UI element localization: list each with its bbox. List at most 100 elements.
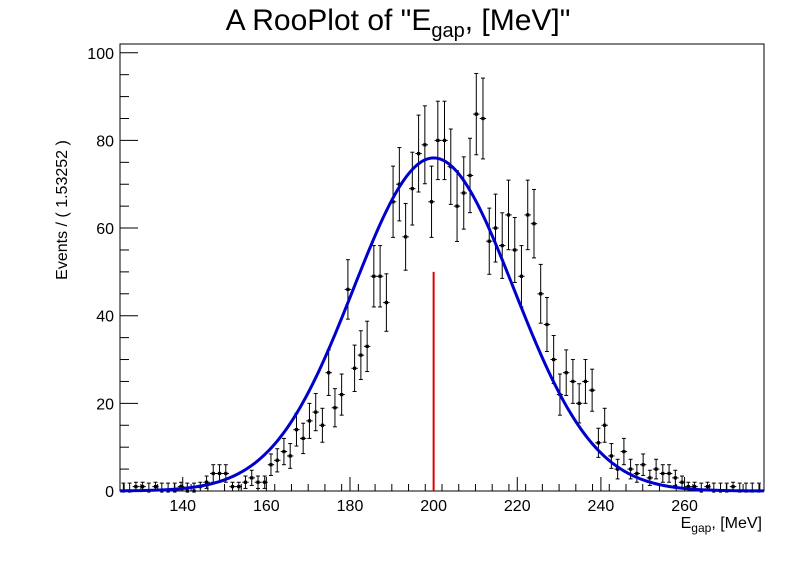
data-point <box>511 216 518 283</box>
x-tick-label: 200 <box>420 498 447 515</box>
data-point <box>562 349 570 396</box>
x-axis-label: Egap, [MeV] <box>681 515 762 535</box>
data-point <box>479 77 487 160</box>
data-marker <box>577 401 581 405</box>
data-point <box>530 188 538 259</box>
data-point <box>588 368 596 412</box>
data-point <box>659 464 667 483</box>
data-point <box>453 170 461 242</box>
data-marker <box>500 243 504 248</box>
data-marker <box>526 213 530 217</box>
data-point <box>543 296 551 352</box>
data-marker <box>661 471 665 476</box>
data-point <box>672 469 679 486</box>
data-marker <box>282 449 286 454</box>
data-point <box>415 114 422 193</box>
data-marker <box>493 226 498 230</box>
data-point <box>376 245 384 308</box>
data-point <box>280 437 288 466</box>
data-marker <box>641 463 645 467</box>
data-point <box>261 475 268 489</box>
y-tick-label: 20 <box>96 396 114 413</box>
data-point <box>608 443 615 469</box>
y-tick-label: 40 <box>96 309 114 326</box>
data-marker <box>307 419 312 423</box>
data-marker <box>616 467 620 471</box>
data-point <box>499 212 506 279</box>
data-marker <box>539 292 543 296</box>
data-marker <box>654 467 658 471</box>
data-point <box>665 464 673 483</box>
data-marker <box>648 476 652 480</box>
fit-curve-layer <box>119 156 765 493</box>
data-marker <box>564 371 568 375</box>
data-marker <box>705 485 710 489</box>
data-marker <box>384 300 388 305</box>
data-marker <box>506 213 511 217</box>
data-marker <box>429 200 434 204</box>
data-point <box>505 179 512 251</box>
y-tick-label: 60 <box>96 221 114 238</box>
tick-labels: 140 160 180 200 220 240 260 0 20 40 60 80 100 <box>87 46 698 515</box>
data-marker <box>629 467 633 471</box>
data-marker <box>217 471 222 476</box>
x-tick-label: 240 <box>588 498 615 515</box>
data-point <box>254 475 262 489</box>
data-marker <box>410 187 414 191</box>
data-point <box>363 320 371 373</box>
data-marker <box>468 173 472 178</box>
data-point <box>428 165 435 238</box>
data-point <box>177 481 185 492</box>
data-point <box>575 383 583 424</box>
data-marker <box>185 489 189 493</box>
data-point <box>267 453 275 476</box>
data-marker <box>519 274 524 278</box>
data-point <box>344 259 352 320</box>
data-marker <box>622 449 626 454</box>
data-point <box>229 481 236 492</box>
data-marker <box>314 410 318 414</box>
data-point <box>633 464 641 483</box>
data-point <box>460 156 467 230</box>
data-marker <box>462 191 466 195</box>
data-marker <box>275 458 279 462</box>
data-marker <box>173 489 177 493</box>
data-point <box>306 402 313 439</box>
data-point <box>620 437 628 466</box>
x-tick-label: 260 <box>671 498 698 515</box>
data-point <box>402 202 409 271</box>
data-point <box>299 422 307 455</box>
fit-curve <box>119 156 765 493</box>
data-marker <box>603 423 607 427</box>
data-marker <box>404 235 408 239</box>
data-marker <box>513 248 517 252</box>
data-point <box>242 475 249 489</box>
data-marker <box>192 489 196 493</box>
data-point <box>248 469 255 486</box>
chart-title: A RooPlot of "Egap, [MeV]" <box>226 4 571 42</box>
x-tick-label: 160 <box>253 498 280 515</box>
plot-frame <box>119 43 765 492</box>
data-point <box>486 207 493 275</box>
data-marker <box>346 287 350 292</box>
data-marker <box>288 454 292 458</box>
data-marker <box>153 485 158 489</box>
data-marker <box>583 379 588 384</box>
data-marker <box>571 379 575 384</box>
data-marker <box>378 274 382 278</box>
data-marker <box>243 480 248 484</box>
y-tick-label: 100 <box>87 46 114 63</box>
data-marker <box>692 485 697 489</box>
data-point <box>210 464 217 483</box>
data-point <box>286 443 294 469</box>
x-tick-label: 180 <box>337 498 364 515</box>
data-marker <box>224 471 228 476</box>
data-point <box>389 165 397 238</box>
data-point <box>370 245 378 308</box>
data-point <box>537 263 544 324</box>
data-point <box>518 245 525 308</box>
data-marker <box>532 222 536 226</box>
data-point <box>331 388 339 428</box>
data-point <box>473 72 480 156</box>
